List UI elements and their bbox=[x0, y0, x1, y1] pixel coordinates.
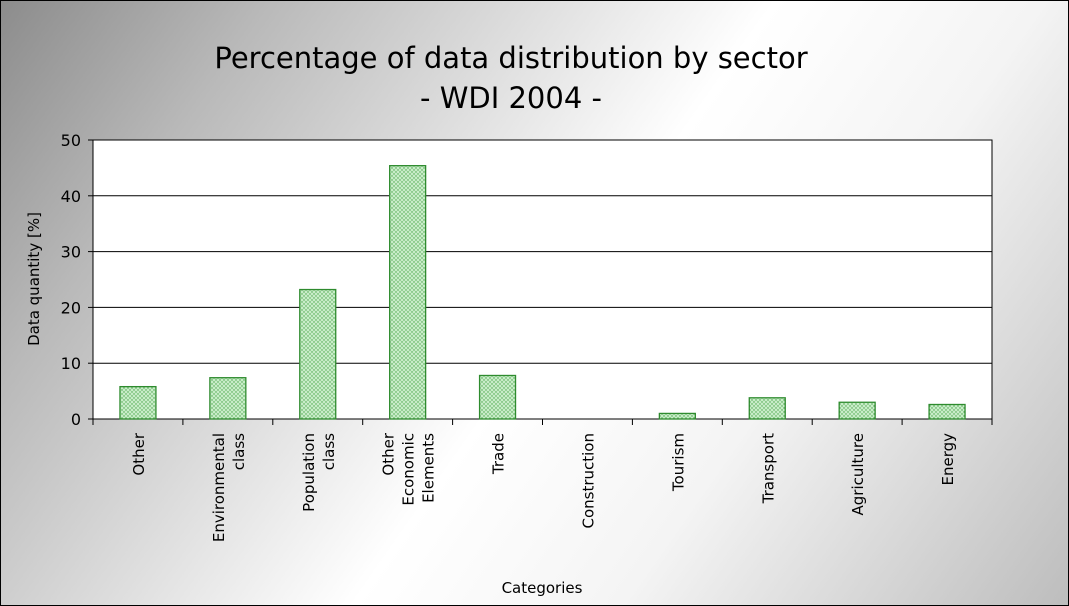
y-tick-label: 10 bbox=[61, 354, 81, 373]
bar bbox=[478, 374, 517, 420]
bars bbox=[119, 165, 966, 420]
y-tick-label: 0 bbox=[71, 410, 81, 429]
bar bbox=[209, 377, 247, 420]
x-category-label-line: Transport bbox=[759, 433, 777, 505]
y-tick-label: 50 bbox=[61, 131, 81, 150]
gridlines bbox=[93, 195, 992, 364]
x-category-label: Construction bbox=[579, 433, 597, 529]
x-axis-title: Categories bbox=[502, 579, 583, 597]
x-axis-category-labels: Other Environmental class Population class Ot… bbox=[130, 432, 957, 542]
y-tick-label: 40 bbox=[61, 187, 81, 206]
x-category-label: Agriculture bbox=[849, 433, 867, 516]
x-category-label-line: Trade bbox=[490, 433, 508, 475]
y-tick-label: 30 bbox=[61, 243, 81, 262]
x-category-label: Tourism bbox=[669, 433, 687, 492]
x-category-label: Other Economic Elements bbox=[380, 432, 438, 505]
x-category-label: Other bbox=[130, 432, 148, 475]
bar bbox=[928, 403, 966, 420]
x-category-label: Trade bbox=[490, 433, 508, 475]
x-category-label-line: class bbox=[320, 433, 338, 470]
x-category-label: Energy bbox=[939, 433, 957, 486]
x-category-label-line: Tourism bbox=[669, 433, 687, 492]
x-category-label-line: Economic bbox=[400, 433, 418, 506]
x-category-label-line: Construction bbox=[579, 433, 597, 529]
x-category-label-line: Energy bbox=[939, 433, 957, 486]
x-category-label: Transport bbox=[759, 433, 777, 505]
bar bbox=[748, 397, 786, 420]
bar bbox=[299, 288, 337, 420]
bar bbox=[389, 165, 427, 420]
bar bbox=[119, 385, 157, 420]
x-category-label-line: Elements bbox=[420, 433, 438, 503]
x-category-label-line: class bbox=[230, 433, 248, 470]
bar bbox=[658, 412, 696, 420]
x-category-label-line: Environmental bbox=[210, 433, 228, 542]
x-category-label-line: Population bbox=[300, 433, 318, 512]
bar bbox=[838, 401, 876, 420]
x-category-label: Environmental class bbox=[210, 433, 248, 542]
x-category-label-line: Other bbox=[380, 432, 398, 475]
y-axis-title: Data quantity [%] bbox=[25, 212, 43, 346]
x-category-label: Population class bbox=[300, 433, 338, 512]
y-tick-label: 20 bbox=[61, 298, 81, 317]
x-category-label-line: Other bbox=[130, 432, 148, 475]
plot-area bbox=[92, 139, 993, 420]
chart-subtitle: - WDI 2004 - bbox=[420, 81, 602, 115]
y-axis-ticks: 0 10 20 30 40 50 bbox=[61, 131, 93, 429]
x-axis-ticks bbox=[92, 419, 993, 425]
chart-title: Percentage of data distribution by secto… bbox=[214, 41, 807, 75]
x-category-label-line: Agriculture bbox=[849, 433, 867, 516]
